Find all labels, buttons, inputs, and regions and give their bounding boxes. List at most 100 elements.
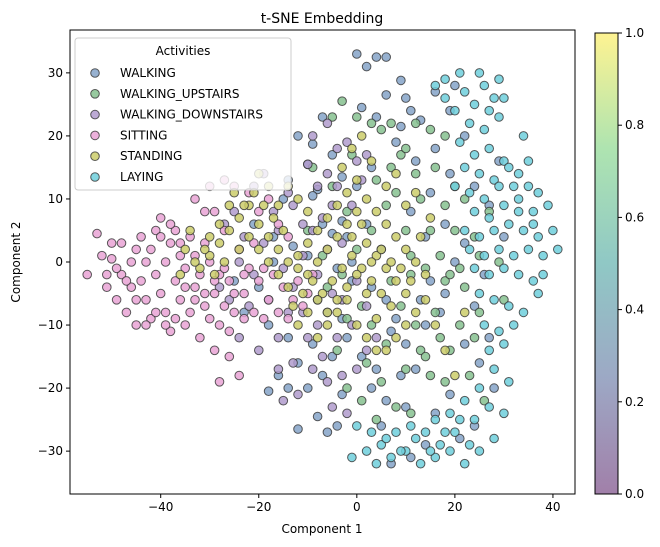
point-walking — [337, 172, 347, 182]
point-sitting — [195, 332, 205, 343]
point-sitting — [219, 301, 230, 311]
point-standing — [430, 320, 441, 330]
point-walking-downstairs — [361, 301, 372, 311]
point-standing — [204, 232, 215, 242]
point-laying — [528, 276, 539, 286]
point-walking-upstairs — [356, 395, 367, 406]
point-sitting — [116, 238, 127, 248]
point-walking — [406, 452, 416, 463]
point-walking-upstairs — [440, 131, 450, 141]
point-walking — [406, 206, 416, 217]
point-standing — [381, 219, 392, 229]
point-laying — [430, 414, 441, 425]
point-laying — [450, 105, 460, 116]
colorbar: 0.0 0.2 0.4 0.6 0.8 1.0 — [594, 26, 644, 501]
point-laying — [528, 206, 539, 217]
point-walking — [401, 402, 411, 412]
point-walking-downstairs — [322, 168, 333, 179]
point-sitting — [190, 295, 200, 305]
point-walking-upstairs — [440, 377, 450, 387]
point-walking-upstairs — [342, 383, 352, 393]
point-sitting — [170, 276, 181, 286]
y-tick-label: 10 — [48, 192, 63, 206]
point-laying — [484, 269, 495, 280]
point-standing — [263, 232, 274, 242]
point-standing — [420, 269, 431, 280]
point-walking — [361, 61, 372, 72]
point-laying — [548, 225, 558, 236]
point-walking-downstairs — [288, 358, 298, 368]
point-walking — [283, 383, 294, 393]
point-standing — [224, 225, 235, 236]
point-sitting — [131, 295, 141, 305]
x-axis-label: Component 1 — [281, 522, 362, 536]
point-walking — [337, 389, 347, 400]
point-standing — [283, 282, 294, 293]
point-walking-upstairs — [459, 194, 470, 204]
point-sitting — [190, 194, 200, 204]
point-walking — [376, 421, 387, 431]
point-laying — [445, 446, 455, 456]
point-walking-upstairs — [361, 358, 372, 368]
point-laying — [489, 295, 499, 305]
point-walking-downstairs — [249, 269, 259, 280]
legend-entries: WALKING WALKING_UPSTAIRS WALKING_DOWNSTAIR… — [90, 66, 263, 184]
point-sitting — [106, 253, 117, 264]
point-walking-downstairs — [352, 364, 362, 375]
point-sitting — [155, 213, 166, 223]
point-laying — [479, 250, 490, 261]
legend-marker-standing — [90, 151, 100, 161]
point-walking — [317, 112, 328, 122]
point-walking-downstairs — [312, 181, 323, 192]
legend-marker-sitting — [90, 130, 100, 141]
point-walking-downstairs — [234, 257, 244, 267]
y-tick-label: −10 — [38, 318, 63, 332]
point-walking-upstairs — [352, 244, 362, 255]
point-sitting — [155, 288, 166, 299]
point-standing — [312, 295, 323, 305]
point-standing — [312, 332, 323, 343]
point-standing — [239, 200, 249, 211]
point-laying — [366, 427, 377, 438]
point-laying — [518, 225, 529, 236]
point-standing — [415, 232, 426, 242]
point-standing — [322, 244, 333, 255]
point-sitting — [293, 276, 303, 286]
legend-label-walking: WALKING — [120, 66, 176, 80]
point-walking — [307, 139, 318, 149]
point-walking — [450, 257, 460, 267]
point-walking — [450, 80, 460, 91]
point-standing — [204, 250, 215, 261]
point-sitting — [200, 288, 210, 299]
x-tick-label: 20 — [447, 500, 462, 514]
point-standing — [352, 320, 362, 330]
point-sitting — [239, 288, 249, 299]
point-sitting — [141, 257, 151, 267]
point-sitting — [273, 219, 284, 229]
point-standing — [352, 269, 362, 280]
point-walking — [352, 49, 362, 59]
point-walking — [386, 326, 396, 337]
point-standing — [322, 213, 333, 223]
point-walking — [278, 194, 289, 204]
point-sitting — [131, 244, 141, 255]
point-walking-upstairs — [396, 301, 406, 311]
point-walking — [312, 411, 323, 422]
point-laying — [528, 219, 539, 229]
point-walking-downstairs — [337, 370, 347, 381]
point-laying — [455, 68, 465, 78]
point-laying — [391, 427, 401, 438]
point-sitting — [239, 313, 249, 324]
point-standing — [263, 257, 274, 267]
point-walking-upstairs — [440, 276, 450, 286]
point-standing — [381, 345, 392, 356]
point-laying — [371, 458, 382, 469]
point-sitting — [180, 320, 190, 330]
point-sitting — [121, 307, 132, 318]
point-laying — [469, 263, 480, 274]
point-laying — [464, 187, 475, 198]
point-sitting — [175, 295, 186, 305]
point-standing — [376, 288, 387, 299]
point-standing — [342, 295, 352, 305]
